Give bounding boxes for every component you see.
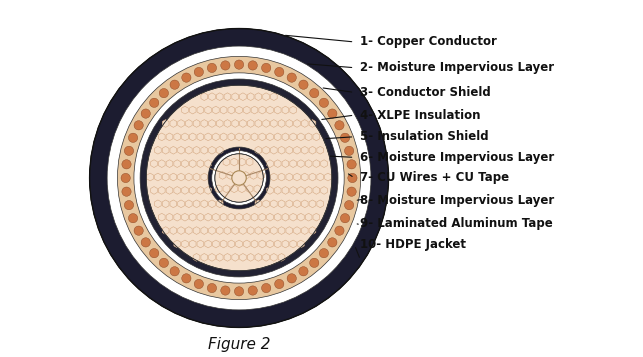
Circle shape xyxy=(182,73,191,82)
Circle shape xyxy=(345,146,354,156)
Circle shape xyxy=(309,89,319,98)
Circle shape xyxy=(347,160,356,169)
Circle shape xyxy=(345,201,354,210)
Circle shape xyxy=(348,174,357,183)
Circle shape xyxy=(134,226,143,235)
Circle shape xyxy=(248,61,257,70)
Text: 4- XLPE Insulation: 4- XLPE Insulation xyxy=(359,109,480,122)
Circle shape xyxy=(207,63,217,72)
Text: 7- CU Wires + CU Tape: 7- CU Wires + CU Tape xyxy=(359,171,509,185)
Circle shape xyxy=(309,258,319,267)
Circle shape xyxy=(275,279,284,288)
Circle shape xyxy=(320,98,329,107)
Circle shape xyxy=(182,274,191,283)
Circle shape xyxy=(221,61,230,70)
Circle shape xyxy=(150,248,159,258)
Text: 10- HDPE Jacket: 10- HDPE Jacket xyxy=(359,238,466,251)
Circle shape xyxy=(141,109,150,118)
Circle shape xyxy=(340,213,350,223)
Circle shape xyxy=(299,267,308,276)
Circle shape xyxy=(159,258,168,267)
Circle shape xyxy=(129,213,138,223)
Text: 9- Laminated Aluminum Tape: 9- Laminated Aluminum Tape xyxy=(359,217,552,230)
Circle shape xyxy=(124,201,134,210)
Circle shape xyxy=(118,56,361,300)
Circle shape xyxy=(129,133,138,142)
Circle shape xyxy=(194,279,203,288)
Circle shape xyxy=(134,121,143,130)
Circle shape xyxy=(194,67,203,77)
Circle shape xyxy=(328,109,337,118)
Circle shape xyxy=(299,80,308,89)
Text: 2- Moisture Impervious Layer: 2- Moisture Impervious Layer xyxy=(359,61,554,74)
Text: 6- Moisture Impervious Layer: 6- Moisture Impervious Layer xyxy=(359,151,554,164)
Circle shape xyxy=(107,46,371,310)
Circle shape xyxy=(159,89,168,98)
Circle shape xyxy=(287,274,296,283)
Text: 8- Moisture Impervious Layer: 8- Moisture Impervious Layer xyxy=(359,194,554,207)
Circle shape xyxy=(328,238,337,247)
Circle shape xyxy=(215,154,263,202)
Circle shape xyxy=(221,286,230,295)
Circle shape xyxy=(275,67,284,77)
Circle shape xyxy=(124,146,134,156)
Circle shape xyxy=(121,174,131,183)
Circle shape xyxy=(262,283,271,293)
Circle shape xyxy=(134,73,344,283)
Circle shape xyxy=(141,238,150,247)
Circle shape xyxy=(248,286,257,295)
Circle shape xyxy=(140,79,338,277)
Circle shape xyxy=(150,98,159,107)
Circle shape xyxy=(170,80,179,89)
Circle shape xyxy=(340,133,350,142)
Text: Figure 2: Figure 2 xyxy=(208,337,270,352)
Circle shape xyxy=(335,226,344,235)
Circle shape xyxy=(212,151,266,205)
Circle shape xyxy=(147,85,332,271)
Text: 5- Insulation Shield: 5- Insulation Shield xyxy=(359,130,488,143)
Circle shape xyxy=(232,171,246,185)
Circle shape xyxy=(235,60,244,69)
Text: 1- Copper Conductor: 1- Copper Conductor xyxy=(359,35,496,49)
Circle shape xyxy=(170,267,179,276)
Circle shape xyxy=(347,187,356,196)
Circle shape xyxy=(208,147,270,209)
Circle shape xyxy=(207,283,217,293)
Circle shape xyxy=(335,121,344,130)
Circle shape xyxy=(235,287,244,296)
Circle shape xyxy=(287,73,296,82)
Circle shape xyxy=(262,63,271,72)
Circle shape xyxy=(320,248,329,258)
Circle shape xyxy=(122,160,131,169)
Text: 3- Conductor Shield: 3- Conductor Shield xyxy=(359,86,491,99)
Circle shape xyxy=(89,29,388,327)
Circle shape xyxy=(122,187,131,196)
